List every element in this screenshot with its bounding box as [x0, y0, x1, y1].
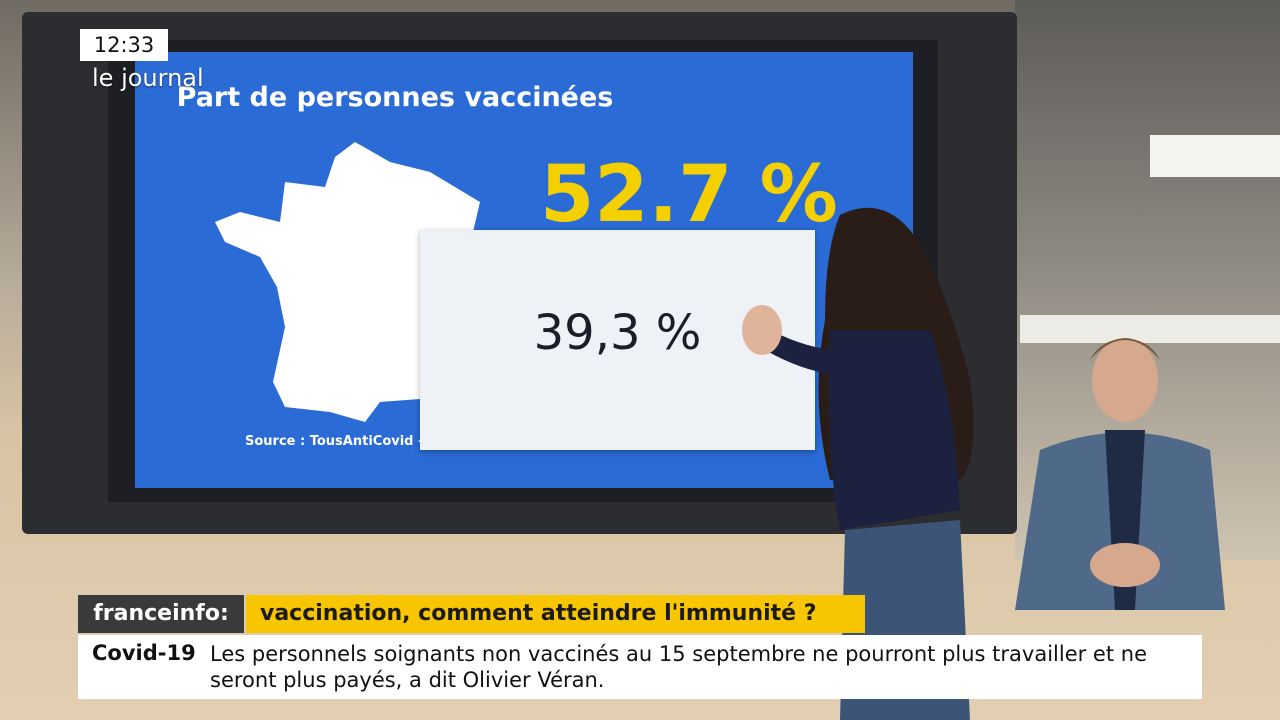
clock: 12:33 — [80, 29, 168, 61]
big-value: 52.7 % — [540, 150, 838, 240]
screen-title: Part de personnes vaccinées — [176, 82, 614, 113]
studio-light — [1020, 315, 1280, 343]
france-map — [215, 142, 485, 422]
card-value: 39,3 % — [533, 305, 702, 361]
interpreter — [1015, 338, 1225, 610]
ticker-tag: Covid-19 — [92, 641, 196, 665]
show-name: le journal — [92, 64, 204, 92]
news-ticker: Covid-19 Les personnels soignants non va… — [78, 635, 1202, 699]
ticker-text: Les personnels soignants non vaccinés au… — [210, 642, 1147, 692]
studio-light — [1150, 135, 1280, 177]
headline: vaccination, comment atteindre l'immunit… — [246, 595, 865, 633]
channel-brand: franceinfo: — [78, 595, 244, 633]
source: Source : TousAntiCovid – — [245, 434, 425, 449]
